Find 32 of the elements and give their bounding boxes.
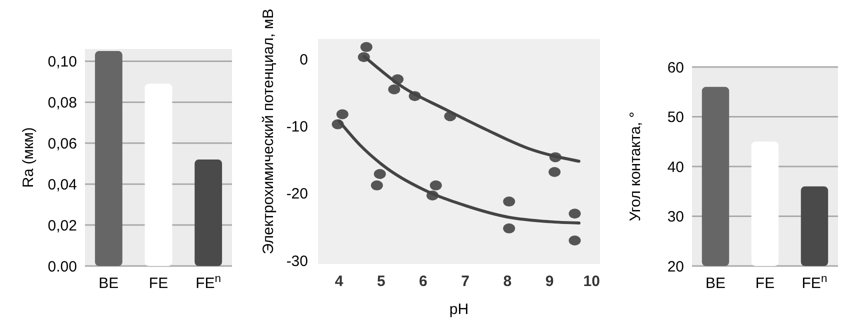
x-tick-label: FE [148, 275, 168, 292]
y-tick-label: 0,08 [48, 94, 77, 112]
x-tick-label: FE$^{n}$ [196, 273, 222, 292]
x-tick-label: 10 [583, 273, 600, 290]
x-tick-label: 9 [545, 273, 554, 290]
y-tick-label: 20 [667, 258, 684, 276]
y-tick-label: 0,04 [48, 176, 77, 194]
y-tick-label: 0 [300, 51, 308, 68]
x-tick-label: 5 [376, 273, 386, 290]
y-tick-label: -30 [286, 252, 308, 270]
x-tick-label: BE [98, 275, 119, 292]
y-tick-label: 50 [667, 109, 684, 126]
x-axis-title: pH [449, 301, 469, 318]
y-tick-label: 0,02 [48, 217, 77, 234]
x-tick-label: 7 [461, 273, 470, 290]
y-tick-label: 0,10 [48, 54, 77, 71]
y-axis-title: Угол контакта, ° [627, 112, 644, 222]
y-axis-title: Электрохимический потенциал, мВ [260, 8, 277, 254]
y-tick-label: 40 [667, 158, 684, 176]
x-tick-label: 8 [503, 273, 512, 290]
x-tick-label: 6 [419, 273, 428, 290]
y-tick-label: -10 [286, 118, 308, 136]
x-tick-label: FE$^{n}$ [802, 273, 828, 292]
y-tick-label: 0.00 [48, 258, 77, 276]
y-tick-label: 60 [667, 59, 684, 76]
y-tick-label: 0,06 [48, 135, 77, 152]
y-tick-label: 30 [667, 208, 684, 226]
y-axis-title: Ra (мкм) [20, 127, 37, 188]
y-tick-label: -20 [286, 186, 308, 203]
x-tick-label: 4 [334, 273, 344, 290]
x-tick-label: BE [706, 275, 726, 292]
x-tick-label: FE [755, 275, 775, 292]
